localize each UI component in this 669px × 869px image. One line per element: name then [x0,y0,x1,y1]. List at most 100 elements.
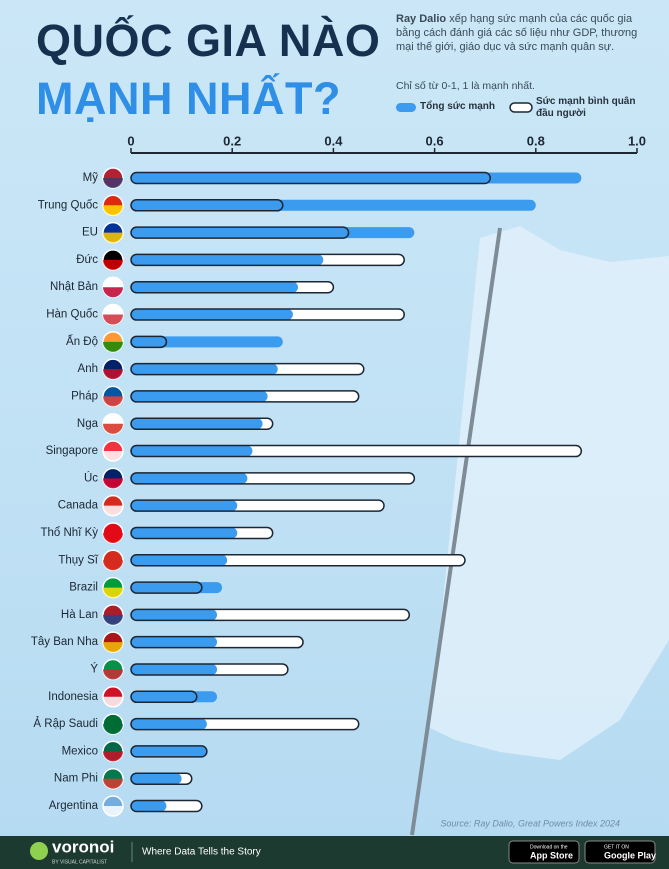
brand-sub: BY VISUAL CAPITALIST [52,859,107,865]
description: Ray Dalio xếp hạng sức mạnh của các quốc… [396,12,656,54]
per-capita-bar [130,799,203,813]
total-bar [131,745,207,757]
y-tick-label: Indonesia [48,691,98,703]
per-capita-bar [130,526,274,540]
total-bar [131,472,248,484]
per-capita-bar [130,171,492,185]
per-capita-bar [130,745,208,758]
x-tick-label: 0.8 [527,133,545,148]
brand: voronoi [52,837,114,856]
google-play-badge[interactable] [584,840,656,864]
flag [103,806,123,816]
flag [103,369,123,380]
flag [103,751,123,762]
y-tick-label: Nam Phi [54,773,98,785]
total-bar [131,363,278,375]
flag [103,778,123,789]
per-capita-bar [130,472,416,485]
app-store-badge[interactable] [508,840,580,864]
flag [103,724,123,735]
per-capita-bar [130,499,385,512]
total-bar [131,527,238,539]
google-play-big: Google Play [604,850,656,860]
y-tick-label: Hàn Quốc [46,309,98,321]
flag [103,642,123,653]
flag [103,314,123,325]
flag [103,259,123,270]
per-capita-bar [130,690,198,704]
per-capita-bar [130,608,411,622]
x-tick-label: 1.0 [628,133,646,148]
per-capita-bar [130,717,360,731]
y-tick-label: Nhật Bản [50,281,98,293]
total-bar [131,582,223,594]
y-tick-label: Argentina [49,800,99,812]
per-capita-bar [130,226,350,239]
per-capita-bar [130,444,583,458]
total-bar [131,172,582,184]
per-capita-bar [130,554,466,567]
source: Source: Ray Dalio, Great Powers Index 20… [440,818,620,828]
flag [103,341,123,352]
total-bar [131,418,263,430]
total-bar [131,663,218,675]
y-tick-label: Ý [90,663,98,676]
flag [103,205,123,216]
total-bar [131,199,536,211]
flag [103,423,123,434]
flag [103,505,123,516]
total-bar [131,281,298,293]
total-bar [131,227,415,239]
per-capita-bar [130,253,405,267]
total-bar [131,691,218,703]
flag [103,287,123,298]
flag [103,560,123,571]
y-tick-label: Pháp [71,390,98,402]
tagline: Where Data Tells the Story [142,847,261,858]
y-tick-label: Ấn Độ [66,335,98,348]
description-text: xếp hạng sức mạnh của các quốc gia bằng … [396,13,638,53]
x-tick-label: 0 [127,133,134,148]
legend-swatch [509,102,533,113]
flag-decoration [430,226,669,760]
flag [103,696,123,707]
total-bar [131,609,218,621]
per-capita-bar [130,308,405,321]
flag-pole [410,227,502,836]
y-tick-label: Úc [84,471,98,484]
y-tick-label: Canada [58,500,99,512]
total-bar [131,554,228,566]
note: Chỉ số từ 0-1, 1 là mạnh nhất. [396,80,535,92]
total-bar [131,636,218,648]
per-capita-bar [130,635,304,649]
per-capita-bar [130,417,274,430]
legend-swatch [396,103,416,112]
x-tick-label: 0.4 [324,133,343,148]
legend-label: Tổng sức mạnh [420,101,496,112]
y-tick-label: Ả Rập Saudi [33,717,98,730]
x-tick-label: 0.6 [426,133,444,148]
total-bar [131,309,293,321]
description-lead: Ray Dalio [396,13,447,25]
y-tick-label: Thụy Sĩ [58,554,98,566]
y-tick-label: Anh [78,363,98,375]
app-store-big: App Store [530,850,573,860]
brand-logo [30,842,48,860]
y-tick-label: Đức [76,254,98,266]
y-tick-label: Nga [77,418,99,430]
flag [103,232,123,243]
per-capita-bar [130,663,289,676]
per-capita-bar [130,362,365,376]
y-tick-label: Trung Quốc [38,199,99,211]
flag [103,669,123,680]
flag [103,451,123,462]
y-tick-label: Brazil [69,582,98,594]
y-tick-label: Hà Lan [61,609,98,621]
per-capita-bar [130,581,203,594]
flag [103,587,123,598]
total-bar [131,445,253,457]
google-play-small: GET IT ON [604,844,629,850]
flag [103,532,123,543]
